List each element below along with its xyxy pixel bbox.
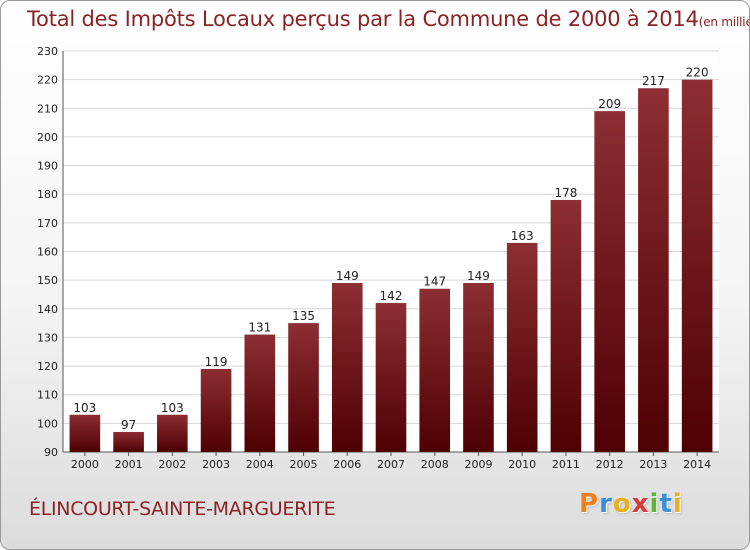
x-tick-label: 2000: [71, 458, 99, 471]
y-tick-label: 230: [37, 45, 58, 58]
y-tick-label: 220: [37, 74, 58, 87]
bar: [375, 303, 407, 452]
x-tick-label: 2014: [683, 458, 711, 471]
logo-letter: r: [599, 489, 613, 519]
bar: [244, 334, 276, 452]
bar: [594, 111, 625, 453]
value-label: 131: [248, 321, 271, 335]
y-tick-label: 200: [37, 131, 58, 144]
value-label: 135: [292, 309, 315, 323]
x-tick-label: 2005: [290, 458, 318, 471]
y-tick-label: 180: [37, 188, 58, 201]
value-label: 142: [380, 289, 403, 303]
y-tick-label: 170: [37, 217, 58, 230]
bar: [463, 283, 494, 452]
y-tick-label: 210: [37, 102, 58, 115]
value-label: 220: [686, 66, 709, 80]
bar: [550, 199, 582, 452]
x-tick-label: 2001: [115, 458, 143, 471]
x-tick-label: 2010: [508, 458, 536, 471]
bar: [200, 368, 232, 452]
x-tick-label: 2004: [246, 458, 274, 471]
value-label: 103: [161, 401, 184, 415]
value-label: 217: [642, 74, 665, 88]
y-tick-label: 120: [37, 360, 58, 373]
logo-letter: P: [579, 489, 600, 519]
y-tick-label: 150: [37, 274, 58, 287]
y-tick-label: 100: [37, 417, 58, 430]
x-tick-label: 2012: [596, 458, 624, 471]
bar: [506, 242, 538, 452]
x-tick-label: 2003: [202, 458, 230, 471]
bar: [331, 283, 363, 452]
logo-letter: o: [612, 489, 632, 519]
x-tick-label: 2011: [552, 458, 580, 471]
chart-title: Total des Impôts Locaux perçus par la Co…: [27, 7, 749, 31]
value-label: 103: [73, 401, 96, 415]
y-tick-label: 160: [37, 246, 58, 259]
value-label: 147: [423, 275, 446, 289]
logo-letter: t: [659, 489, 673, 519]
x-tick-label: 2013: [639, 458, 667, 471]
value-label: 119: [205, 355, 228, 369]
logo-letter: x: [631, 489, 650, 519]
logo-letter: i: [649, 489, 660, 519]
bar: [69, 414, 101, 452]
y-tick-label: 90: [44, 446, 58, 459]
y-tick-label: 110: [37, 389, 58, 402]
title-main: Total des Impôts Locaux perçus par la Co…: [27, 7, 699, 31]
bar: [419, 288, 451, 452]
proxiti-logo: Proxiti: [579, 489, 683, 519]
x-tick-label: 2002: [158, 458, 186, 471]
value-label: 97: [121, 418, 136, 432]
bar: [288, 323, 319, 452]
bar: [113, 431, 144, 452]
bar: [681, 79, 713, 453]
x-tick-label: 2006: [333, 458, 361, 471]
bar: [157, 414, 188, 452]
value-label: 178: [554, 186, 577, 200]
y-tick-label: 190: [37, 160, 58, 173]
value-label: 209: [598, 97, 621, 111]
logo-letter: i: [672, 489, 683, 519]
x-tick-label: 2009: [464, 458, 492, 471]
value-label: 149: [467, 269, 490, 283]
bar: [638, 88, 669, 452]
value-label: 149: [336, 269, 359, 283]
commune-name: ÉLINCOURT-SAINTE-MARGUERITE: [29, 498, 336, 520]
x-tick-label: 2007: [377, 458, 405, 471]
value-label: 163: [511, 229, 534, 243]
y-tick-label: 140: [37, 303, 58, 316]
y-tick-label: 130: [37, 331, 58, 344]
title-unit: (en milliers d'€): [698, 15, 749, 29]
x-tick-label: 2008: [421, 458, 449, 471]
